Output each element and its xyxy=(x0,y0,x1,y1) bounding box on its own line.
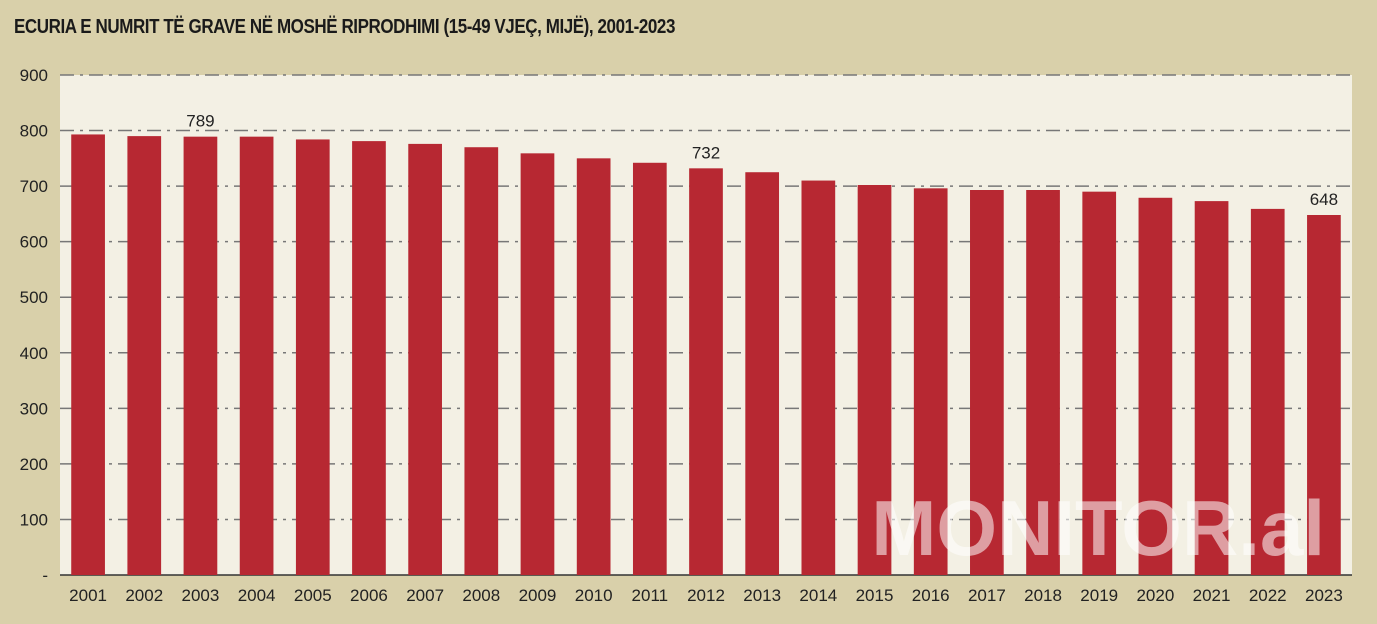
bar-2023 xyxy=(1307,215,1341,575)
bar-2001 xyxy=(71,134,105,575)
y-tick-label: 600 xyxy=(20,233,48,252)
bar-2014 xyxy=(801,180,836,576)
y-tick-label: 100 xyxy=(20,510,48,529)
data-label: 648 xyxy=(1310,190,1338,209)
bar-2015 xyxy=(857,185,892,575)
x-tick-label: 2008 xyxy=(462,586,500,605)
bar-2004 xyxy=(239,136,274,575)
y-tick-label: 400 xyxy=(20,344,48,363)
watermark-logo: MONITOR.al xyxy=(871,484,1325,572)
bar-2003 xyxy=(183,136,218,575)
bar-2005 xyxy=(295,139,330,575)
y-tick-label: 700 xyxy=(20,177,48,196)
bar-2008 xyxy=(464,147,499,575)
x-tick-label: 2006 xyxy=(350,586,388,605)
x-tick-label: 2012 xyxy=(687,586,725,605)
y-tick-label: 500 xyxy=(20,288,48,307)
x-tick-label: 2003 xyxy=(182,586,220,605)
bar-2020 xyxy=(1138,197,1173,575)
bar-2021 xyxy=(1194,201,1229,575)
bar-2016 xyxy=(913,188,948,576)
x-tick-label: 2021 xyxy=(1193,586,1231,605)
bar-2006 xyxy=(352,141,386,575)
y-tick-label: - xyxy=(42,566,48,585)
x-tick-label: 2011 xyxy=(632,586,669,605)
bar-2012 xyxy=(689,168,723,576)
x-tick-label: 2020 xyxy=(1136,586,1174,605)
x-tick-label: 2015 xyxy=(856,586,894,605)
bar-2011 xyxy=(632,162,667,575)
x-tick-label: 2014 xyxy=(799,586,837,605)
y-tick-label: 800 xyxy=(20,122,48,141)
x-tick-label: 2022 xyxy=(1249,586,1287,605)
x-tick-label: 2005 xyxy=(294,586,332,605)
bar-2010 xyxy=(576,158,611,576)
bar-2017 xyxy=(970,190,1004,575)
bar-2009 xyxy=(520,153,555,576)
x-tick-label: 2002 xyxy=(125,586,163,605)
bar-2018 xyxy=(1026,190,1060,575)
bar-2002 xyxy=(127,136,162,575)
bar-2013 xyxy=(745,172,780,575)
x-tick-label: 2023 xyxy=(1305,586,1343,605)
y-tick-label: 200 xyxy=(20,455,48,474)
x-tick-label: 2001 xyxy=(69,586,107,605)
x-tick-label: 2007 xyxy=(406,586,444,605)
x-tick-label: 2004 xyxy=(238,586,276,605)
x-tick-label: 2010 xyxy=(575,586,613,605)
bar-2022 xyxy=(1250,208,1285,575)
x-tick-label: 2009 xyxy=(519,586,557,605)
x-tick-label: 2017 xyxy=(968,586,1006,605)
bar-2007 xyxy=(408,143,442,575)
bar-2019 xyxy=(1082,191,1117,575)
data-label: 732 xyxy=(692,143,720,162)
x-tick-label: 2013 xyxy=(743,586,781,605)
x-tick-label: 2019 xyxy=(1080,586,1118,605)
y-tick-label: 900 xyxy=(20,66,48,85)
x-tick-label: 2016 xyxy=(912,586,950,605)
y-tick-label: 300 xyxy=(20,399,48,418)
x-tick-label: 2018 xyxy=(1024,586,1062,605)
chart-title: ECURIA E NUMRIT TË GRAVE NË MOSHË RIPROD… xyxy=(14,16,675,38)
data-label: 789 xyxy=(186,112,214,131)
